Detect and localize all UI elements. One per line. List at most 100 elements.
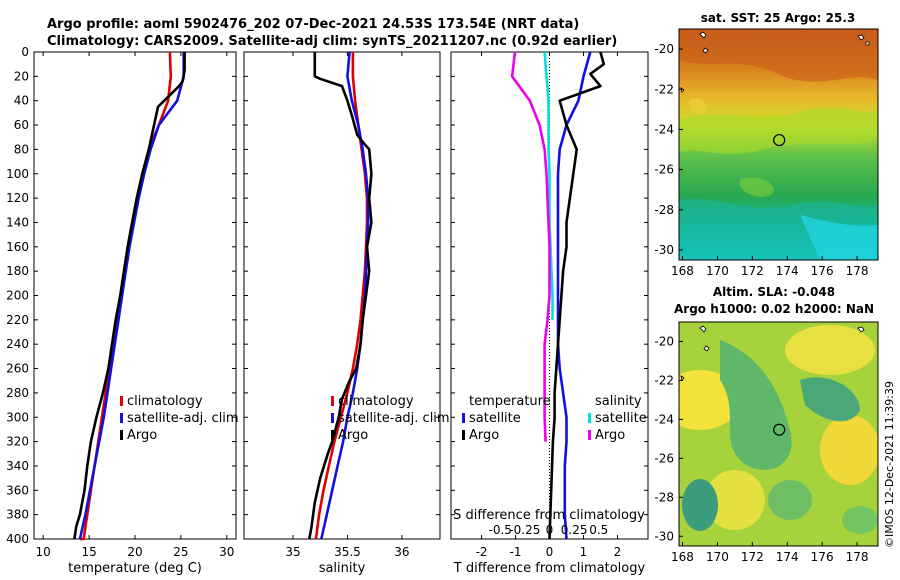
sla-heatmap-image [679, 322, 878, 546]
legend-4-label: satellite [595, 411, 647, 426]
map-2-ytick-label: -22 [654, 373, 674, 387]
legend-2-label: Argo [338, 428, 368, 443]
legend-1-swatch [120, 430, 123, 440]
legend-1-label: climatology [127, 394, 203, 409]
panel-1-xtick-label: 20 [127, 545, 142, 559]
figure-title-line1: Argo profile: aoml 5902476_202 07-Dec-20… [47, 17, 579, 32]
legend-3-temperature-title: temperature [469, 394, 551, 409]
panel-1-xtick-label: 30 [219, 545, 234, 559]
panel-1-ytick-label: 260 [6, 362, 29, 376]
map-1-ytick-label: -26 [654, 163, 674, 177]
sla-map-title-line2: Argo h1000: 0.02 h2000: NaN [674, 302, 874, 316]
panel-1-xtick-label: 25 [173, 545, 188, 559]
sst-heatmap-image [679, 29, 878, 260]
panel-3-x2tick-label: -0.25 [509, 523, 540, 537]
map-2-xtick-label: 170 [706, 550, 729, 564]
panel-1-ytick-label: 180 [6, 264, 29, 278]
panel-1-ytick-label: 240 [6, 337, 29, 351]
map-2-xtick-label: 172 [741, 550, 764, 564]
sst-map-frame [678, 28, 879, 261]
map-2-xtick-label: 176 [811, 550, 834, 564]
panel-1-ytick-label: 380 [6, 508, 29, 522]
panel-3-xtick-label: -2 [476, 545, 488, 559]
panel-1-ytick-label: 80 [14, 142, 29, 156]
legend-4-swatch [588, 413, 591, 423]
panel-1-ytick-label: 300 [6, 410, 29, 424]
sla-map-frame [678, 321, 879, 547]
panel-1-series-argo [73, 52, 186, 540]
panel-3-xtick-label: -1 [510, 545, 522, 559]
panel-2-xtick-label: 36 [394, 545, 409, 559]
sla-map: Altim. SLA: -0.048 Argo h1000: 0.02 h200… [654, 285, 879, 564]
difference-panel: -2 -1 0 1 2 temperature satellite Argo salinity s… [450, 51, 649, 576]
map-1-xtick-label: 170 [706, 264, 729, 278]
panel-3-series-temperature-satellite [556, 51, 592, 540]
panel-1-ytick-label: 160 [6, 240, 29, 254]
panel-1-ytick-label: 220 [6, 313, 29, 327]
legend-1-label: satellite-adj. clim [127, 411, 239, 426]
legend-2-label: climatology [338, 394, 414, 409]
panel-3-x2tick-label: 0.5 [589, 523, 608, 537]
legend-3-label: Argo [469, 428, 499, 443]
panel-1-frame [33, 51, 237, 540]
panel-1-ytick-label: 320 [6, 435, 29, 449]
panel-3-x2tick-label: 0.25 [561, 523, 588, 537]
panel-3-x2tick-label: 0 [546, 523, 554, 537]
panel-1-ytick-label: 120 [6, 191, 29, 205]
panel-1-xtick-label: 15 [81, 545, 96, 559]
legend-1-label: Argo [127, 428, 157, 443]
panel-1-ytick-label: 400 [6, 532, 29, 546]
legend-2-swatch [331, 413, 334, 423]
panel-1-ytick-label: 40 [14, 94, 29, 108]
panel-1-xtick-label: 10 [36, 545, 51, 559]
map-1-xtick-label: 174 [776, 264, 799, 278]
map-2-ytick-label: -20 [654, 334, 674, 348]
map-2-xtick-label: 178 [846, 550, 869, 564]
legend-2-label: satellite-adj. clim [338, 411, 450, 426]
sla-map-title-line1: Altim. SLA: -0.048 [713, 285, 835, 299]
map-2-xtick-label: 174 [776, 550, 799, 564]
map-2-ytick-label: -26 [654, 451, 674, 465]
panel-2-xtick-label: 35.5 [334, 545, 361, 559]
map-1-ytick-label: -20 [654, 42, 674, 56]
panel-1-ytick-label: 280 [6, 386, 29, 400]
panel-3-series-salinity-argo [510, 51, 551, 442]
figure-title-line2: Climatology: CARS2009. Satellite-adj cli… [47, 34, 617, 49]
panel-2-frame [243, 51, 441, 540]
map-1-argo-location-marker [773, 133, 786, 147]
panel-1-ytick-label: 360 [6, 483, 29, 497]
map-1-ytick-label: -22 [654, 82, 674, 96]
legend-1-swatch [120, 396, 123, 406]
panel-2-xlabel: salinity [319, 561, 366, 576]
map-1-xtick-label: 172 [741, 264, 764, 278]
panel-3-xtick-label: 0 [546, 545, 554, 559]
panel-2-series-argo [308, 52, 373, 540]
map-1-ytick-label: -28 [654, 203, 674, 217]
map-2-ytick-label: -28 [654, 490, 674, 504]
legend-3-swatch [462, 430, 465, 440]
map-1-xtick-label: 168 [671, 264, 694, 278]
legend-3-salinity-title: salinity [595, 394, 642, 409]
panel-1-ytick-label: 100 [6, 167, 29, 181]
map-2-ytick-label: -24 [654, 412, 674, 426]
panel-1-ytick-label: 340 [6, 459, 29, 473]
copyright-stamp: ©IMOS 12-Dec-2021 11:39:39 [883, 381, 896, 548]
panel-1-ytick-label: 20 [14, 69, 29, 83]
panel-1-ytick-label: 200 [6, 289, 29, 303]
map-1-ytick-label: -30 [654, 243, 674, 257]
sst-map-title: sat. SST: 25 Argo: 25.3 [701, 11, 855, 25]
legend-2-swatch [331, 430, 334, 440]
panel-3-xtick-label: 1 [580, 545, 588, 559]
legend-1-swatch [120, 413, 123, 423]
panel-3-xlabel: T difference from climatology [453, 561, 646, 576]
temperature-panel: 10 15 20 25 30020406080100120140160180200220… [6, 45, 239, 576]
map-1-xtick-label: 178 [846, 264, 869, 278]
panel-3-x2tick-label: -0.5 [489, 523, 512, 537]
map-2-argo-location-marker [773, 423, 786, 436]
legend-4-swatch [588, 430, 591, 440]
panel-3-series-salinity-satellite [543, 51, 554, 320]
legend-3-label: satellite [469, 411, 521, 426]
legend-4-label: Argo [595, 428, 625, 443]
